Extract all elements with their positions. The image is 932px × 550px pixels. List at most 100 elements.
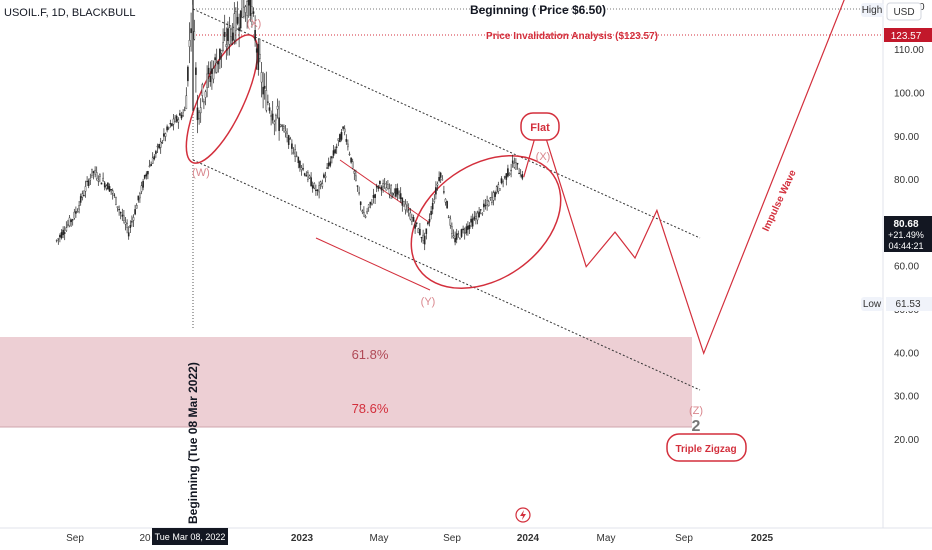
candle-body: [183, 109, 186, 111]
candle-body: [409, 212, 412, 220]
candle-body: [345, 139, 348, 142]
candle-body: [115, 196, 117, 205]
candle-body: [238, 27, 240, 32]
candle-body: [419, 229, 421, 235]
candle-body: [81, 193, 84, 198]
x-highlight-tag: [152, 528, 228, 545]
candle-body: [201, 84, 204, 96]
y-tick-label: 30.00: [894, 392, 919, 403]
candle-body: [185, 95, 188, 110]
candle-body: [83, 195, 85, 197]
candle-body: [305, 174, 308, 177]
last-price-tag: [884, 216, 932, 252]
candle-body: [67, 224, 69, 226]
candle-body: [287, 135, 290, 145]
low-tag: [861, 297, 883, 311]
triple-zigzag-label: Triple Zigzag: [675, 444, 736, 455]
candle-body: [203, 101, 205, 104]
candle-body: [97, 179, 100, 182]
candle-body: [132, 217, 135, 221]
candle-body: [332, 150, 335, 156]
candle-body: [124, 222, 127, 225]
candle-body: [123, 215, 125, 221]
candle-body: [108, 185, 111, 192]
candle-body: [259, 53, 261, 59]
candle-body: [87, 180, 90, 186]
candle-body: [236, 16, 239, 24]
candle-body: [217, 60, 220, 65]
currency-label: USD: [893, 7, 914, 18]
lightning-glyph: [520, 510, 526, 520]
last-price-countdown: 04:44:21: [888, 241, 923, 251]
candle-body: [391, 193, 394, 196]
candle-body: [71, 219, 74, 221]
candle-body: [369, 201, 372, 205]
candle-body: [511, 160, 514, 164]
currency-button[interactable]: [886, 2, 922, 21]
candle-body: [303, 173, 306, 176]
candle-body: [379, 181, 381, 185]
candle-body: [227, 28, 229, 41]
candle-body: [281, 125, 284, 127]
candle-body: [252, 11, 255, 14]
candle-body: [406, 205, 408, 212]
y-tick-label: 40.00: [894, 348, 919, 359]
wave-z-label: (Z): [689, 405, 703, 417]
candle-body: [254, 30, 256, 41]
candle-body: [199, 107, 202, 114]
candle-body: [348, 153, 351, 156]
candle-body: [230, 28, 232, 37]
candle-body: [343, 128, 346, 133]
candle-body: [94, 169, 96, 175]
candle-body: [331, 156, 333, 159]
candle-body: [166, 126, 168, 131]
candle-body: [103, 182, 106, 188]
candle-body: [324, 175, 327, 178]
candle-body: [79, 196, 82, 203]
candle-body: [75, 211, 77, 214]
chart-title: USOIL.F, 1D, BLACKBULL: [4, 7, 135, 19]
candle-body: [195, 67, 197, 75]
candle-body: [468, 225, 471, 230]
candle-body: [116, 206, 119, 208]
candle-body: [231, 32, 234, 41]
candle-body: [484, 204, 487, 207]
candle-body: [435, 187, 437, 195]
flat-badge: [520, 112, 560, 141]
candle-body: [415, 222, 418, 224]
candle-body: [356, 185, 359, 187]
candle-body: [382, 183, 384, 187]
candle-body: [358, 192, 360, 194]
candle-body: [139, 193, 141, 199]
candle-body: [225, 44, 228, 47]
candle-body: [316, 189, 319, 192]
candle-body: [267, 101, 269, 103]
candle-body: [431, 202, 434, 210]
candle-body: [65, 227, 68, 231]
candle-body: [311, 185, 314, 189]
candle-body: [163, 133, 165, 137]
candle-body: [249, 0, 252, 16]
candle-body: [323, 174, 325, 178]
candle-body: [462, 228, 464, 231]
price-series: [55, 0, 524, 251]
candle-body: [436, 183, 439, 186]
candle-body: [134, 209, 136, 215]
candle-body: [118, 208, 120, 211]
candle-body: [513, 162, 516, 168]
candle-body: [470, 218, 472, 223]
candle-body: [483, 203, 485, 208]
candle-body: [444, 198, 447, 203]
candle-body: [342, 126, 344, 129]
candle-body: [481, 212, 484, 215]
candle-body: [478, 211, 480, 218]
candle-body: [371, 203, 373, 206]
candle-body: [449, 218, 452, 226]
fib-zone: [0, 337, 692, 427]
candle-body: [475, 216, 477, 219]
candle-body: [158, 144, 160, 149]
candle-body: [198, 112, 200, 119]
candle-body: [143, 175, 146, 179]
low-label: Low: [863, 299, 882, 310]
candle-body: [243, 6, 245, 17]
